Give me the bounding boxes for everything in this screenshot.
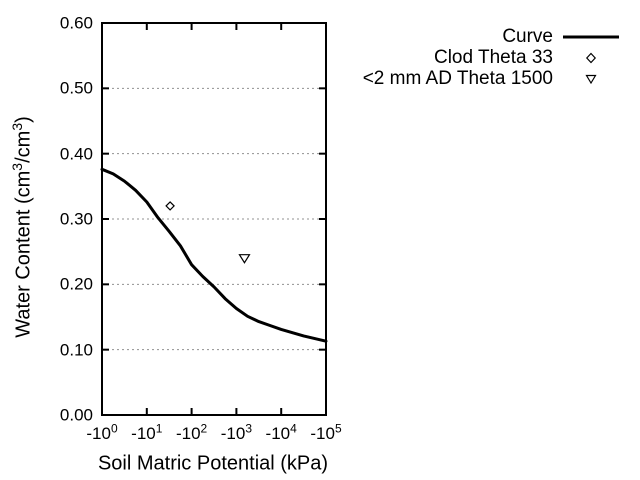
y-axis-title-sup2: 3	[8, 122, 25, 131]
curve-line-sample-icon	[553, 33, 628, 41]
legend: Curve Clod Theta 33 <2 mm AD Theta 1500	[330, 26, 628, 89]
y-axis-title-text: Water Content (cm	[12, 170, 35, 338]
legend-label-clod-theta-33: Clod Theta 33	[433, 47, 553, 68]
x-tick-label: -100	[86, 421, 118, 443]
legend-item-curve: Curve	[330, 26, 628, 47]
diamond-marker-icon	[553, 52, 628, 64]
diamond-data-point	[165, 201, 175, 211]
y-tick-label: 0.20	[59, 274, 93, 294]
y-axis-title-mid: /cm	[12, 130, 35, 163]
legend-item-ad-theta-1500: <2 mm AD Theta 1500	[330, 68, 628, 89]
x-tick-label: -102	[175, 421, 208, 443]
y-axis-title: Water Content (cm3/cm3)	[9, 116, 36, 338]
x-tick-label: -105	[310, 421, 342, 443]
y-axis-title-sup1: 3	[8, 162, 25, 171]
triangle-down-marker-icon	[553, 73, 628, 85]
y-tick-label: 0.00	[59, 405, 93, 425]
x-axis-title: Soil Matric Potential (kPa)	[97, 452, 329, 475]
y-axis-title-end: )	[12, 116, 35, 123]
y-tick-label: 0.40	[59, 144, 93, 164]
y-tick-label: 0.50	[59, 78, 93, 98]
y-tick-label: 0.10	[59, 340, 93, 360]
legend-label-ad-theta-1500: <2 mm AD Theta 1500	[362, 68, 553, 89]
x-tick-label: -104	[265, 421, 297, 443]
triangle-down-data-point	[238, 254, 251, 264]
legend-label-curve: Curve	[502, 26, 553, 47]
x-tick-label: -101	[131, 421, 163, 443]
y-tick-label: 0.60	[59, 13, 93, 33]
legend-item-clod-theta-33: Clod Theta 33	[330, 47, 628, 68]
curve-line	[100, 167, 328, 343]
x-tick-label: -103	[220, 421, 253, 443]
y-tick-label: 0.30	[59, 209, 93, 229]
